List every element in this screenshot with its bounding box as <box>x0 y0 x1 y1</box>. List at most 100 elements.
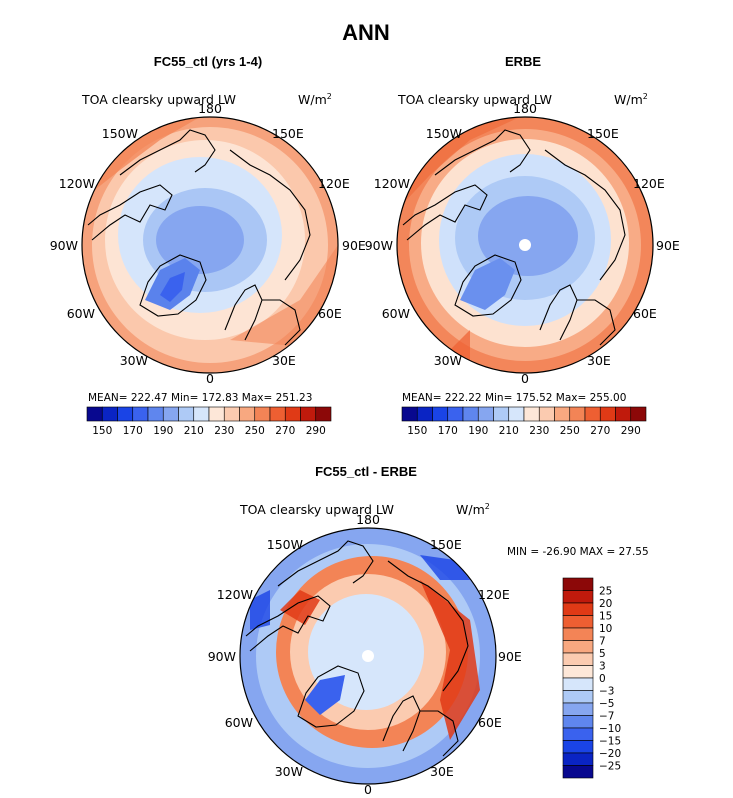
pole-hole <box>362 650 374 662</box>
lon-label-150e: 150E <box>430 537 462 552</box>
canada-coast <box>245 595 331 652</box>
coastlines <box>87 129 311 346</box>
colorbar-swatch <box>508 406 525 422</box>
colorbar-swatch <box>162 406 179 422</box>
lon-label-90w: 90W <box>50 238 78 253</box>
colorbar-swatch <box>562 765 594 779</box>
colorbar-swatch <box>284 406 301 422</box>
colorbar-swatch <box>562 690 594 704</box>
greenland-field <box>460 258 515 310</box>
lon-label-180: 180 <box>198 101 222 116</box>
map-boundary <box>396 116 654 374</box>
alaska-coast <box>277 540 374 587</box>
colorbar-tick-label: 250 <box>560 425 580 437</box>
siberia-coast <box>544 149 626 281</box>
colorbar-swatch <box>300 406 317 422</box>
europe-coast <box>262 299 301 346</box>
colorbar-tick-label: −15 <box>599 736 621 748</box>
lon-label-90w: 90W <box>208 649 236 664</box>
page-title: ANN <box>342 20 390 45</box>
lon-label-30e: 30E <box>587 353 611 368</box>
lon-label-180: 180 <box>356 512 380 527</box>
colorbar-swatch <box>562 715 594 729</box>
colorbar-tick-label: 290 <box>306 425 326 437</box>
lon-label-60e: 60E <box>478 715 502 730</box>
colorbar-tick-label: 0 <box>599 673 606 685</box>
pole-hole <box>519 239 531 251</box>
colorbar-swatch <box>254 406 271 422</box>
colorbar: 150 170 190 210 230 250 270 290 <box>401 406 647 437</box>
panel-title: ERBE <box>505 54 541 69</box>
lon-label-0: 0 <box>206 371 214 386</box>
colorbar-tick-label: 210 <box>184 425 204 437</box>
colorbar-swatch <box>562 740 594 754</box>
colorbar-swatch <box>562 615 594 629</box>
map-boundary <box>239 527 497 785</box>
colorbar-swatch <box>239 406 256 422</box>
units-label: W/m2 <box>298 92 332 107</box>
colorbar-swatch <box>493 406 510 422</box>
lon-label-30e: 30E <box>430 764 454 779</box>
colorbar-swatch <box>86 406 103 422</box>
colorbar-swatch <box>447 406 464 422</box>
colorbar-tick-label: 150 <box>92 425 112 437</box>
colorbar-tick-label: 230 <box>529 425 549 437</box>
colorbar-swatch <box>416 406 433 422</box>
colorbar-swatch <box>117 406 134 422</box>
colorbar-swatch <box>562 752 594 766</box>
lon-label-120w: 120W <box>59 176 95 191</box>
scandinavia-coast <box>224 284 263 341</box>
lon-label-30e: 30E <box>272 353 296 368</box>
lon-label-150e: 150E <box>587 126 619 141</box>
colorbar-tick-label: 10 <box>599 623 612 635</box>
diff-cold-topleft <box>250 590 270 630</box>
field-label: TOA clearsky upward LW <box>81 92 236 107</box>
colorbar-tick-label: 25 <box>599 586 612 598</box>
colorbar-swatch <box>432 406 449 422</box>
lon-label-30w: 30W <box>275 764 303 779</box>
lon-label-60w: 60W <box>382 306 410 321</box>
alaska-coast <box>434 129 531 176</box>
lon-label-90w: 90W <box>365 238 393 253</box>
stats-label: MEAN= 222.22 Min= 175.52 Max= 255.00 <box>402 392 626 404</box>
colorbar-swatch <box>554 406 571 422</box>
lon-label-60e: 60E <box>318 306 342 321</box>
field-label: TOA clearsky upward LW <box>239 502 394 517</box>
panel-title: FC55_ctl (yrs 1-4) <box>154 54 262 69</box>
colorbar-tick-label: −7 <box>599 711 614 723</box>
colorbar-tick-label: 290 <box>621 425 641 437</box>
lon-label-150e: 150E <box>272 126 304 141</box>
colorbar-swatch <box>562 652 594 666</box>
colorbar-swatch <box>208 406 225 422</box>
lon-label-150w: 150W <box>102 126 138 141</box>
field-band-0 <box>478 196 578 276</box>
colorbar-swatch <box>562 577 594 591</box>
panel-difference: FC55_ctl - ERBE TOA clearsky upward LW W… <box>208 464 649 797</box>
colorbar-swatch <box>630 406 647 422</box>
colorbar-swatch <box>562 677 594 691</box>
colorbar-swatch <box>562 727 594 741</box>
colorbar-swatch <box>562 702 594 716</box>
lon-label-30w: 30W <box>434 353 462 368</box>
lon-label-90e: 90E <box>498 649 522 664</box>
colorbar-tick-label: 20 <box>599 598 612 610</box>
colorbar-tick-label: −5 <box>599 698 614 710</box>
panel-title: FC55_ctl - ERBE <box>315 464 417 479</box>
alaska-coast <box>119 129 216 176</box>
lon-label-120w: 120W <box>217 587 253 602</box>
diff-cold-greenland <box>305 675 345 715</box>
colorbar-swatch <box>569 406 586 422</box>
canada-coast <box>402 184 488 241</box>
colorbar-swatch <box>562 602 594 616</box>
panel-observations: ERBE TOA clearsky upward LW W/m2 180 0 9… <box>365 54 680 437</box>
lon-label-150w: 150W <box>426 126 462 141</box>
siberia-coast <box>387 560 469 692</box>
colorbar-swatch <box>101 406 118 422</box>
lon-label-120e: 120E <box>318 176 350 191</box>
colorbar-tick-label: 190 <box>153 425 173 437</box>
europe-coast <box>420 710 459 757</box>
colorbar-swatch <box>562 590 594 604</box>
stats-label: MIN = -26.90 MAX = 27.55 <box>507 546 649 558</box>
map-field <box>82 117 338 373</box>
